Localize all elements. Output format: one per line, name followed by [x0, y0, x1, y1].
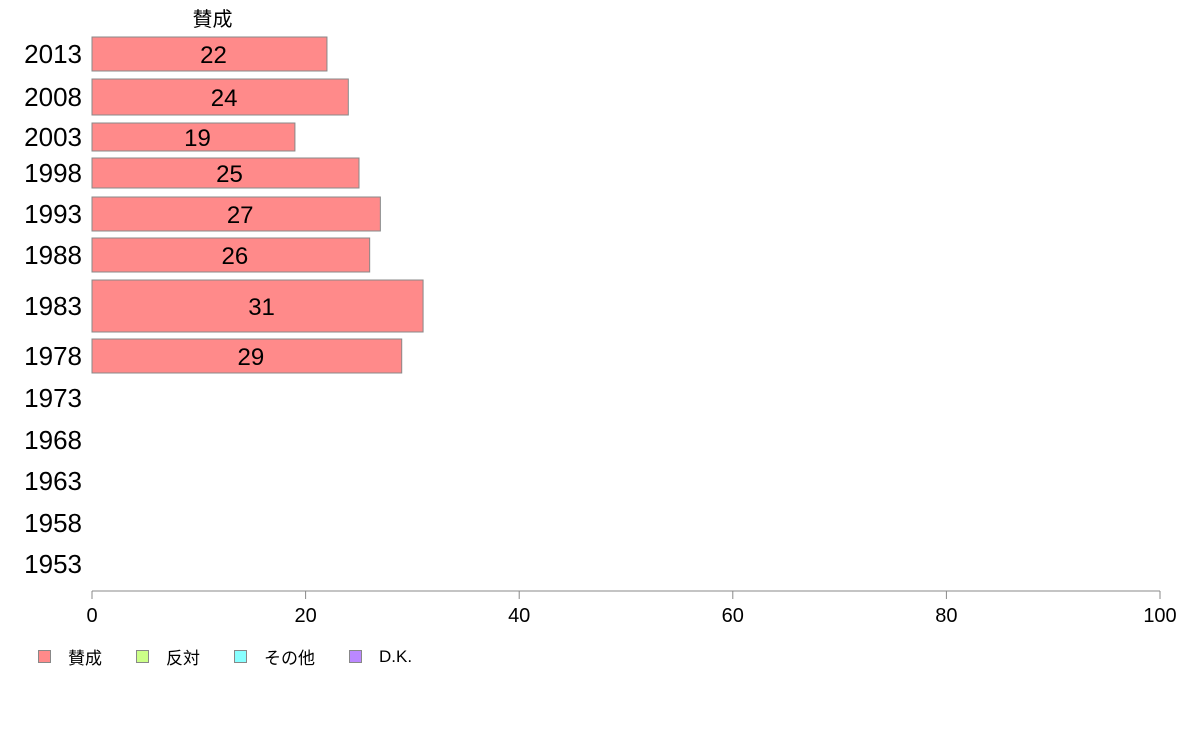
y-tick-label: 1983 — [24, 291, 82, 321]
y-tick-label: 1978 — [24, 341, 82, 371]
data-label: 31 — [248, 294, 275, 321]
legend-swatch — [234, 650, 247, 663]
legend-label: 反対 — [166, 649, 200, 668]
legend-item-sonota: その他 — [234, 644, 315, 669]
data-label: 25 — [216, 161, 243, 188]
legend-label: D.K. — [379, 646, 413, 666]
y-tick-label: 2003 — [24, 122, 82, 152]
bar-chart: 賛成 2013 22 2008 24 2003 19 1998 25 1993 27 1988 26 19… — [24, 8, 1177, 627]
data-label: 19 — [184, 125, 211, 152]
data-label: 24 — [211, 85, 238, 112]
y-tick-label: 2013 — [24, 39, 82, 69]
x-tick-label: 40 — [508, 605, 530, 627]
bar — [91, 338, 403, 374]
data-label: 22 — [200, 42, 227, 69]
legend-item-sansei: 賛成 — [38, 644, 102, 669]
y-tick-label: 1963 — [24, 466, 82, 496]
legend-label: その他 — [264, 649, 315, 668]
y-tick-label: 1998 — [24, 158, 82, 188]
y-tick-label: 1988 — [24, 240, 82, 270]
bar — [91, 279, 424, 333]
x-tick-label: 60 — [722, 605, 744, 627]
legend-item-hantai: 反対 — [136, 644, 200, 669]
data-label: 27 — [227, 202, 254, 229]
legend-label: 賛成 — [68, 649, 102, 668]
legend-item-dk: D.K. — [349, 647, 412, 667]
y-tick-label: 1958 — [24, 508, 82, 538]
bar — [91, 157, 360, 189]
y-tick-label: 2008 — [24, 82, 82, 112]
legend-swatch — [349, 650, 362, 663]
legend-swatch — [136, 650, 149, 663]
bar — [91, 36, 328, 72]
legend: 賛成 反対 その他 D.K. — [38, 644, 412, 669]
data-label: 29 — [238, 344, 265, 371]
bar — [91, 196, 381, 232]
bar — [91, 237, 371, 273]
y-tick-label: 1973 — [24, 383, 82, 413]
data-label: 26 — [221, 243, 248, 270]
y-tick-label: 1993 — [24, 199, 82, 229]
x-tick-label: 80 — [935, 605, 957, 627]
series-header: 賛成 — [192, 8, 232, 31]
x-tick-label: 100 — [1143, 605, 1176, 627]
bar — [91, 122, 296, 152]
y-tick-label: 1953 — [24, 549, 82, 579]
y-tick-label: 1968 — [24, 425, 82, 455]
x-tick-label: 0 — [86, 605, 97, 627]
bar — [91, 78, 349, 116]
legend-swatch — [38, 650, 51, 663]
x-tick-label: 20 — [294, 605, 316, 627]
